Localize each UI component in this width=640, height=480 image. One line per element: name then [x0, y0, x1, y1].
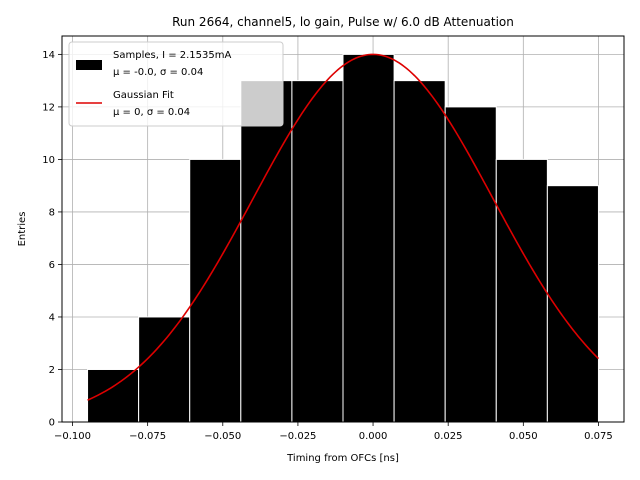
chart-title: Run 2664, channel5, lo gain, Pulse w/ 6.…	[172, 15, 514, 29]
legend-histogram-swatch	[76, 60, 102, 70]
x-tick-label: 0.050	[509, 431, 538, 442]
x-tick-label: 0.075	[584, 431, 613, 442]
legend-histogram-label: Samples, I = 2.1535mA	[113, 50, 231, 61]
histogram-bars	[87, 53, 599, 423]
plot-frame	[61, 35, 625, 423]
histogram-bar	[138, 316, 191, 423]
y-tick-label: 2	[49, 365, 55, 376]
legend-histogram-stats: μ = -0.0, σ = 0.04	[113, 67, 203, 78]
y-tick-label: 0	[49, 418, 55, 429]
histogram-bar	[189, 158, 242, 423]
histogram-bar	[342, 53, 395, 423]
x-axis-ticks: −0.100 −0.075 −0.050 −0.025 0.000 0.025 0.050 0…	[54, 422, 613, 442]
y-axis-ticks: 0 2 4 6 8 10 12 14	[42, 50, 62, 429]
y-tick-label: 12	[42, 102, 55, 113]
x-tick-label: 0.025	[434, 431, 463, 442]
gaussian-fit-curve	[87, 53, 600, 401]
histogram-bar	[546, 185, 599, 423]
x-tick-label: −0.050	[204, 431, 241, 442]
histogram-bar	[444, 106, 497, 423]
x-tick-label: 0.000	[359, 431, 388, 442]
histogram-bar	[495, 158, 548, 423]
x-tick-label: −0.025	[279, 431, 316, 442]
legend-fit-stats: μ = 0, σ = 0.04	[113, 107, 190, 118]
y-axis-label: Entries	[17, 212, 28, 247]
y-tick-label: 10	[42, 155, 55, 166]
x-tick-label: −0.100	[54, 431, 91, 442]
legend-fit-label: Gaussian Fit	[113, 90, 174, 101]
histogram-bar	[393, 80, 446, 423]
histogram-bar	[291, 80, 344, 423]
legend-box	[68, 41, 284, 127]
y-tick-label: 6	[49, 260, 55, 271]
y-tick-label: 14	[42, 50, 55, 61]
x-axis-label: Timing from OFCs [ns]	[286, 453, 399, 464]
y-tick-label: 4	[49, 312, 55, 323]
histogram-bar	[240, 80, 293, 423]
legend: Samples, I = 2.1535mA μ = -0.0, σ = 0.04…	[68, 41, 284, 127]
y-tick-label: 8	[49, 207, 55, 218]
x-tick-label: −0.075	[129, 431, 166, 442]
